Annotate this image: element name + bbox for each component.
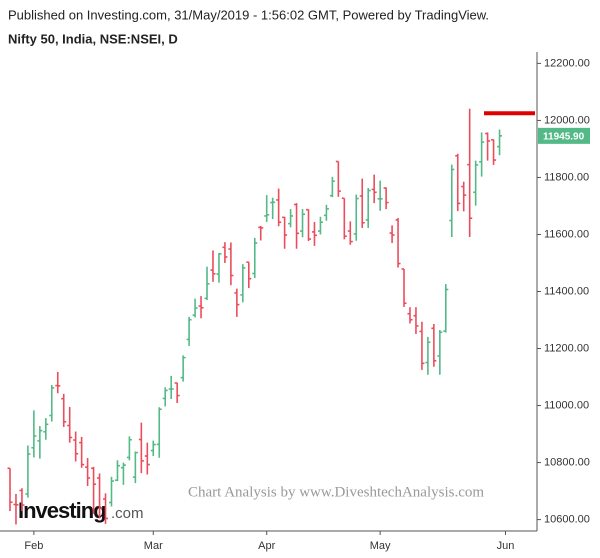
- x-tick-label: Jun: [497, 540, 515, 552]
- header: Published on Investing.com, 31/May/2019 …: [8, 7, 489, 22]
- y-tick-label: 11800.00: [544, 171, 589, 183]
- watermark: Chart Analysis by www.DiveshtechAnalysis…: [188, 484, 484, 500]
- logo-suffix: .com: [111, 505, 144, 522]
- chart-title: Nifty 50, India, NSE:NSEI, D: [8, 31, 178, 46]
- y-tick-label: 11200.00: [544, 342, 589, 354]
- y-tick-label: 10800.00: [544, 456, 590, 468]
- x-tick-label: May: [370, 540, 391, 552]
- y-tick-label: 11600.00: [544, 228, 589, 240]
- y-tick-label: 12000.00: [544, 114, 590, 126]
- x-tick-label: Apr: [258, 540, 275, 552]
- y-tick-label: 10600.00: [544, 514, 590, 526]
- x-tick-label: Feb: [24, 540, 43, 552]
- y-tick-label: 11000.00: [544, 399, 589, 411]
- y-tick-label: 11400.00: [544, 285, 589, 297]
- last-price-box: [538, 127, 590, 144]
- logo: Investing: [18, 498, 106, 523]
- y-tick-label: 12200.00: [544, 57, 590, 69]
- last-price-label: 11945.90: [543, 131, 585, 142]
- x-tick-label: Mar: [144, 540, 163, 552]
